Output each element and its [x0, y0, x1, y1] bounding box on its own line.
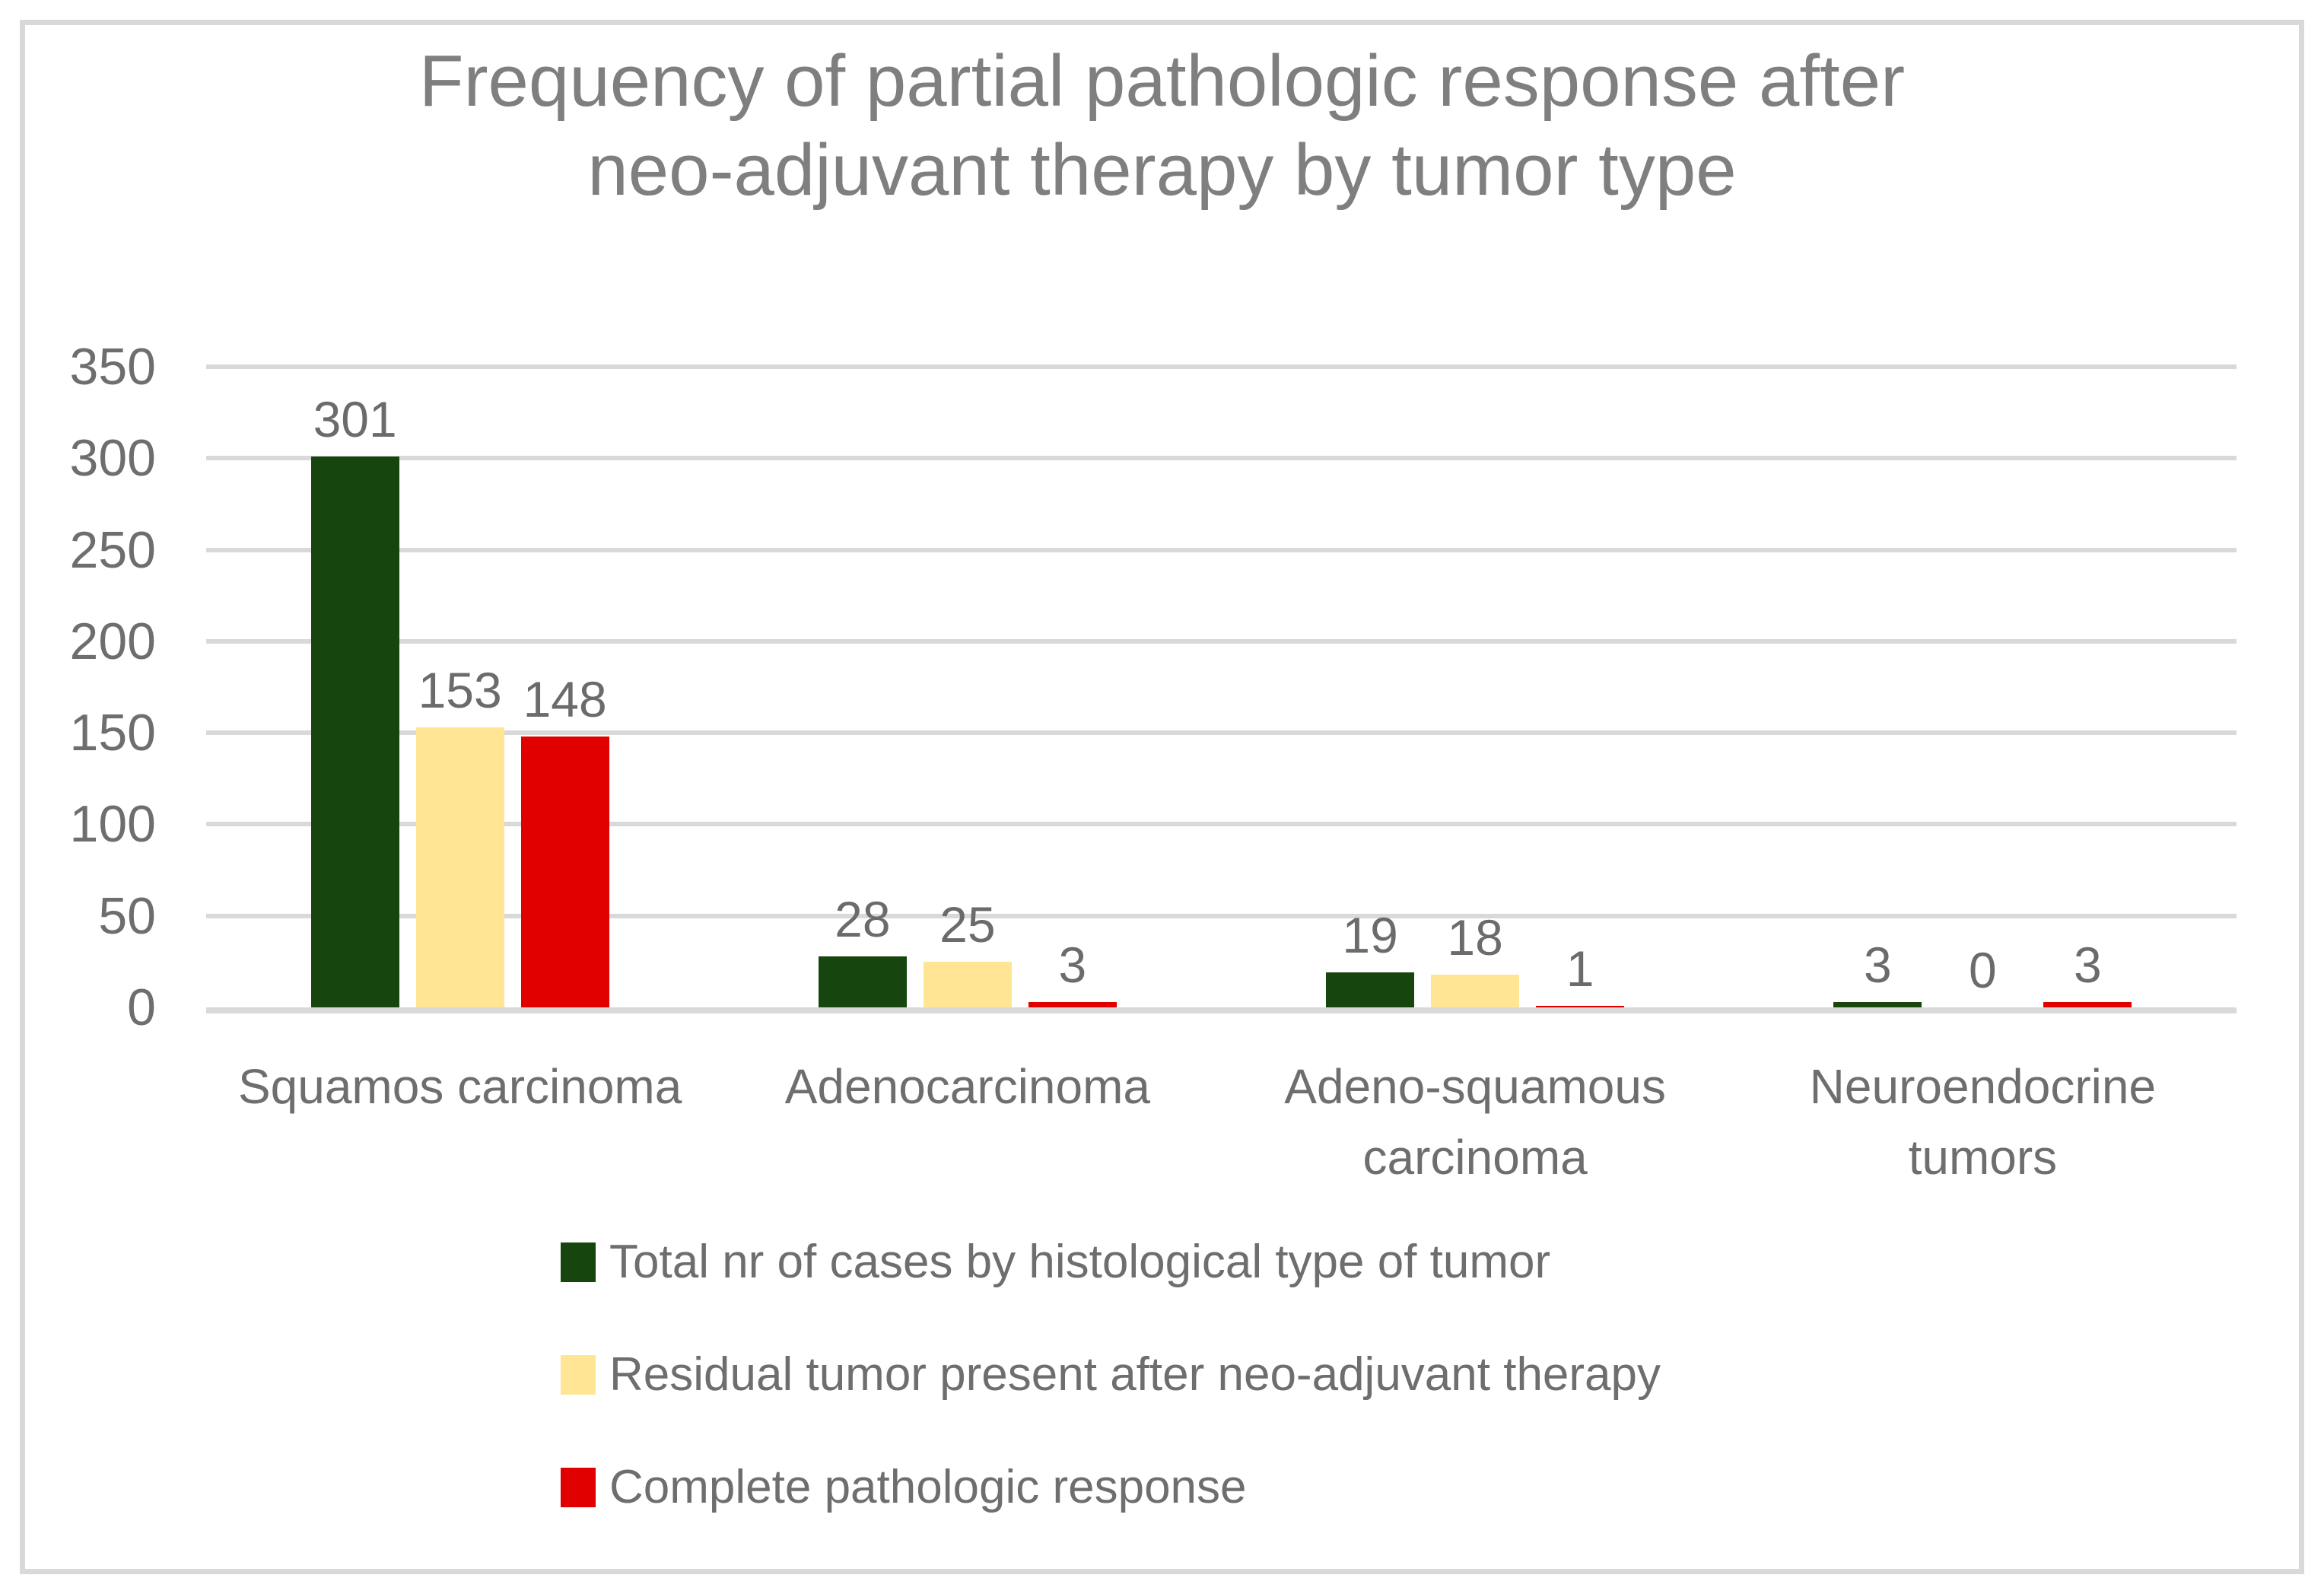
bar-cell: 301: [310, 367, 399, 1007]
bar: [415, 727, 504, 1007]
y-tick-label: 100: [69, 795, 156, 854]
bar-cell: 25: [923, 367, 1012, 1007]
gridline: [206, 730, 2237, 736]
y-tick-label: 300: [69, 429, 156, 488]
bar: [818, 956, 907, 1007]
legend-swatch: [561, 1355, 596, 1395]
gridline: [206, 822, 2237, 827]
y-tick-label: 150: [69, 704, 156, 762]
legend: Total nr of cases by histological type o…: [561, 1239, 1661, 1577]
bar-value-label: 25: [939, 896, 996, 953]
legend-swatch: [561, 1468, 596, 1507]
bar-value-label: 3: [1864, 936, 1892, 993]
bar: [310, 456, 399, 1007]
legend-item: Total nr of cases by histological type o…: [561, 1239, 1661, 1286]
bar-cell: 3: [1028, 367, 1117, 1007]
bar-cell: 153: [415, 367, 504, 1007]
bar-value-label: 3: [1058, 936, 1087, 993]
bar-cell: 18: [1431, 367, 1520, 1007]
bar: [1326, 972, 1415, 1007]
bar: [1536, 1005, 1625, 1007]
bar-value-label: 3: [2074, 936, 2102, 993]
category-label: Squamos carcinoma: [237, 1059, 682, 1114]
bar-value-label: 1: [1566, 940, 1594, 997]
category-label: Neuroendocrine tumors: [1809, 1059, 2157, 1185]
bar-cell: 19: [1326, 367, 1415, 1007]
gridline: [206, 638, 2237, 644]
bar-cell: 0: [1938, 367, 2027, 1007]
bar: [1028, 1001, 1117, 1007]
bar-group: 28 25 3: [714, 367, 1221, 1007]
bar-value-label: 18: [1447, 908, 1503, 966]
bar-cell: 28: [818, 367, 907, 1007]
bar: [1833, 1001, 1922, 1007]
legend-label: Residual tumor present after neo-adjuvan…: [609, 1348, 1661, 1401]
gridline: [206, 913, 2237, 918]
bar-value-label: 153: [418, 661, 502, 718]
legend-item: Residual tumor present after neo-adjuvan…: [561, 1351, 1661, 1398]
bar-group: 301 153 148: [206, 367, 714, 1007]
y-tick-label: 250: [69, 520, 156, 579]
chart-title-line-2: neo-adjuvant therapy by tumor type: [587, 129, 1737, 212]
chart-title-line-1: Frequency of partial pathologic response…: [418, 40, 1906, 122]
bar-groups: 301 153 148 28 25 3 19 18 1 3 0 3: [206, 367, 2237, 1007]
legend-item: Complete pathologic response: [561, 1464, 1661, 1511]
gridline: [206, 364, 2237, 369]
bar: [923, 961, 1012, 1007]
plot-area: 0 50 100 150 200 250 300 350 301 153 148 28 25 3 19 18…: [70, 341, 2237, 1033]
bar-group: 19 18 1: [1222, 367, 1729, 1007]
bar: [2043, 1001, 2132, 1007]
y-tick-label: 50: [98, 886, 156, 945]
bar-cell: 3: [2043, 367, 2132, 1007]
gridline: [206, 1007, 2237, 1013]
bar-value-label: 19: [1342, 907, 1398, 964]
bar-value-label: 0: [1969, 942, 1997, 998]
bar: [1431, 974, 1520, 1007]
y-tick-label: 350: [69, 338, 156, 396]
legend-label: Total nr of cases by histological type o…: [609, 1236, 1551, 1288]
bar-value-label: 148: [523, 670, 607, 727]
bar-value-label: 301: [313, 390, 397, 447]
legend-swatch: [561, 1242, 596, 1282]
bar-cell: 3: [1833, 367, 1922, 1007]
gridline: [206, 547, 2237, 552]
y-tick-label: 200: [69, 612, 156, 670]
bar: [520, 736, 609, 1007]
y-tick-label: 0: [127, 978, 156, 1036]
bar-group: 3 0 3: [1729, 367, 2237, 1007]
category-label: Adenocarcinoma: [784, 1059, 1151, 1114]
figure-border: [20, 20, 2304, 1574]
category-labels: Squamos carcinoma Adenocarcinoma Adeno-squ…: [206, 1052, 2237, 1193]
legend-label: Complete pathologic response: [609, 1461, 1247, 1513]
bar-value-label: 28: [835, 890, 891, 947]
bar-cell: 1: [1536, 367, 1625, 1007]
category-label: Adeno-squamous carcinoma: [1284, 1059, 1666, 1185]
gridline: [206, 456, 2237, 461]
bar-cell: 148: [520, 367, 609, 1007]
chart-title: Frequency of partial pathologic response…: [173, 37, 2151, 215]
